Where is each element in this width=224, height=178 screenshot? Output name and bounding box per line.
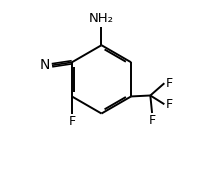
Text: N: N [39,58,50,72]
Text: F: F [166,77,173,90]
Text: F: F [68,115,75,128]
Text: F: F [149,114,156,127]
Text: F: F [166,98,173,111]
Text: NH₂: NH₂ [89,12,114,25]
